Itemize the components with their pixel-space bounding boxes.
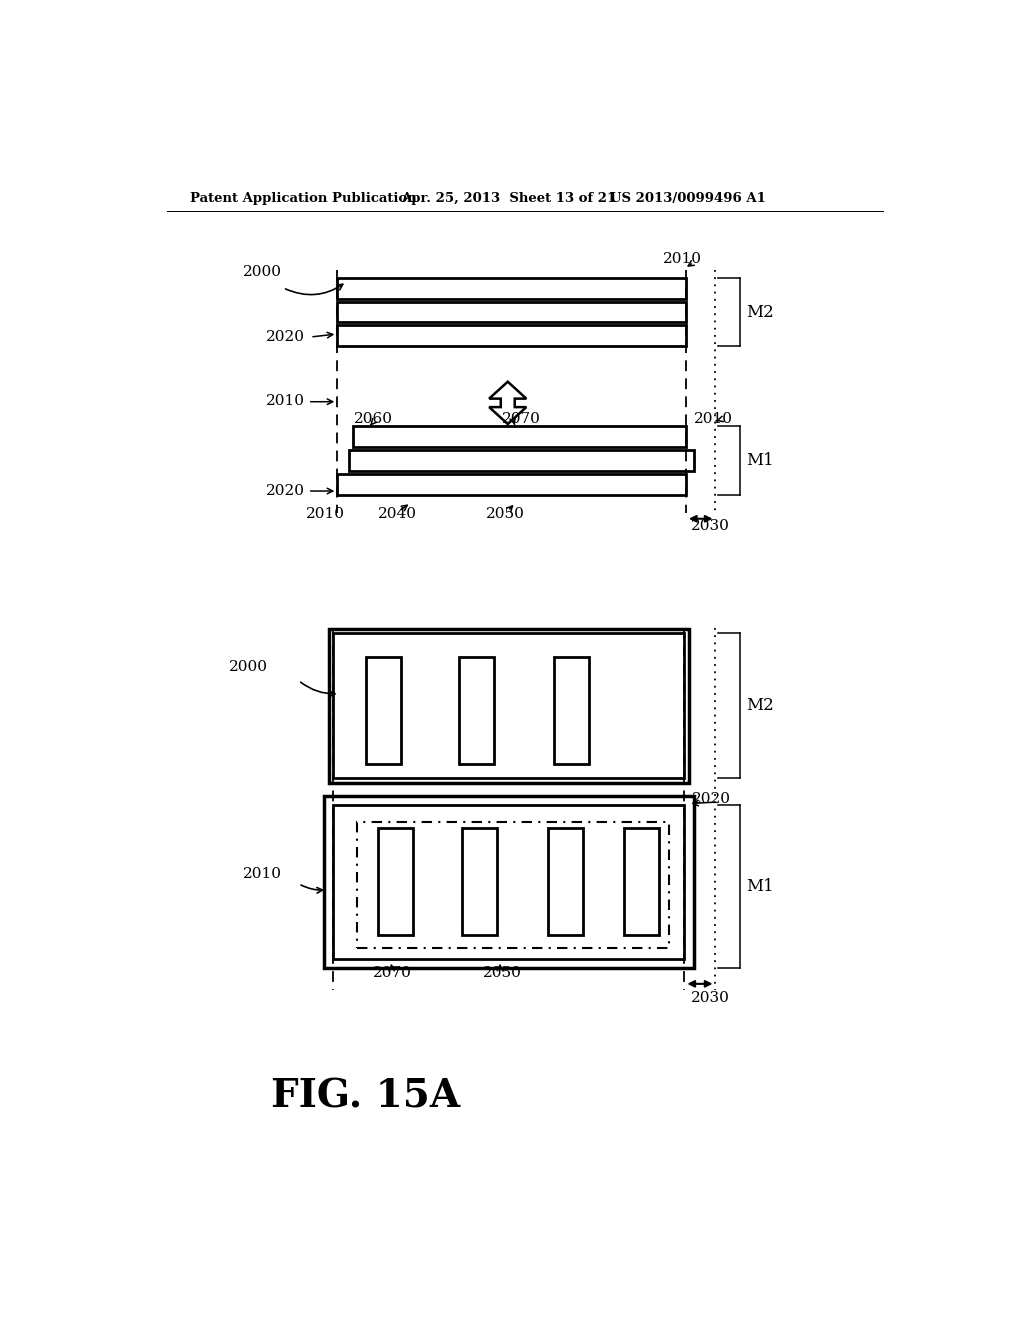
Bar [394,426,436,447]
Bar [349,450,392,471]
Bar [337,326,686,346]
Bar [367,656,401,764]
Bar [512,277,555,298]
Text: M1: M1 [746,453,774,469]
Bar [468,474,512,495]
Bar [599,326,642,346]
Bar [381,474,424,495]
Bar [324,796,693,969]
Text: Apr. 25, 2013  Sheet 13 of 21: Apr. 25, 2013 Sheet 13 of 21 [401,191,616,205]
Bar [642,277,686,298]
Bar [337,326,381,346]
Bar [468,302,512,322]
Text: 2010: 2010 [243,867,282,882]
Text: 2020: 2020 [266,330,305,345]
Bar [555,326,599,346]
Bar [329,628,689,783]
Text: 2020: 2020 [266,484,305,498]
Text: 2000: 2000 [243,265,282,280]
Bar [599,302,642,322]
Text: M1: M1 [746,878,774,895]
Bar [642,474,686,495]
Bar [519,426,561,447]
Bar [381,302,424,322]
Bar [349,450,693,471]
Bar [356,822,669,948]
Text: FIG. 15A: FIG. 15A [271,1077,461,1115]
Bar [337,474,686,495]
Text: 2010: 2010 [693,412,733,425]
Bar [424,277,468,298]
Bar [478,450,521,471]
Bar [392,450,435,471]
Bar [468,277,512,298]
Text: 2050: 2050 [483,966,522,979]
Bar [337,474,381,495]
Text: M2: M2 [746,697,774,714]
Bar [521,450,564,471]
Text: US 2013/0099496 A1: US 2013/0099496 A1 [610,191,766,205]
Bar [424,302,468,322]
Text: 2060: 2060 [354,412,393,425]
Bar [554,656,589,764]
Text: 2050: 2050 [486,507,525,521]
Bar [599,474,642,495]
Bar [512,302,555,322]
Bar [462,829,497,935]
Bar [564,450,607,471]
Bar [642,326,686,346]
Text: 2030: 2030 [691,520,730,533]
Text: 2020: 2020 [692,792,731,807]
Bar [468,326,512,346]
Bar [337,302,381,322]
Polygon shape [489,381,526,424]
Bar [555,277,599,298]
Bar [555,474,599,495]
Text: 2000: 2000 [228,660,267,673]
Bar [334,805,684,960]
Text: 2010: 2010 [306,507,345,521]
Bar [512,326,555,346]
Text: M2: M2 [746,304,774,321]
Bar [334,634,684,779]
Bar [650,450,693,471]
Bar [603,426,644,447]
Bar [337,277,686,298]
Bar [460,656,495,764]
Bar [435,450,478,471]
Bar [378,829,413,935]
Text: 2070: 2070 [373,966,412,979]
Text: 2040: 2040 [378,507,417,521]
Bar [381,326,424,346]
Bar [424,326,468,346]
Bar [352,426,394,447]
Bar [381,277,424,298]
Text: 2030: 2030 [691,991,730,1005]
Bar [549,829,584,935]
Bar [478,426,519,447]
Bar [512,474,555,495]
Bar [644,426,686,447]
Bar [352,426,686,447]
Bar [337,277,381,298]
Bar [625,829,659,935]
Bar [337,302,686,322]
Bar [642,302,686,322]
Text: 2070: 2070 [502,412,541,425]
Bar [599,277,642,298]
Bar [424,474,468,495]
Bar [607,450,650,471]
Text: 2010: 2010 [266,393,305,408]
Text: Patent Application Publication: Patent Application Publication [190,191,417,205]
Bar [555,302,599,322]
Text: 2010: 2010 [663,252,701,265]
Bar [436,426,478,447]
Bar [561,426,603,447]
